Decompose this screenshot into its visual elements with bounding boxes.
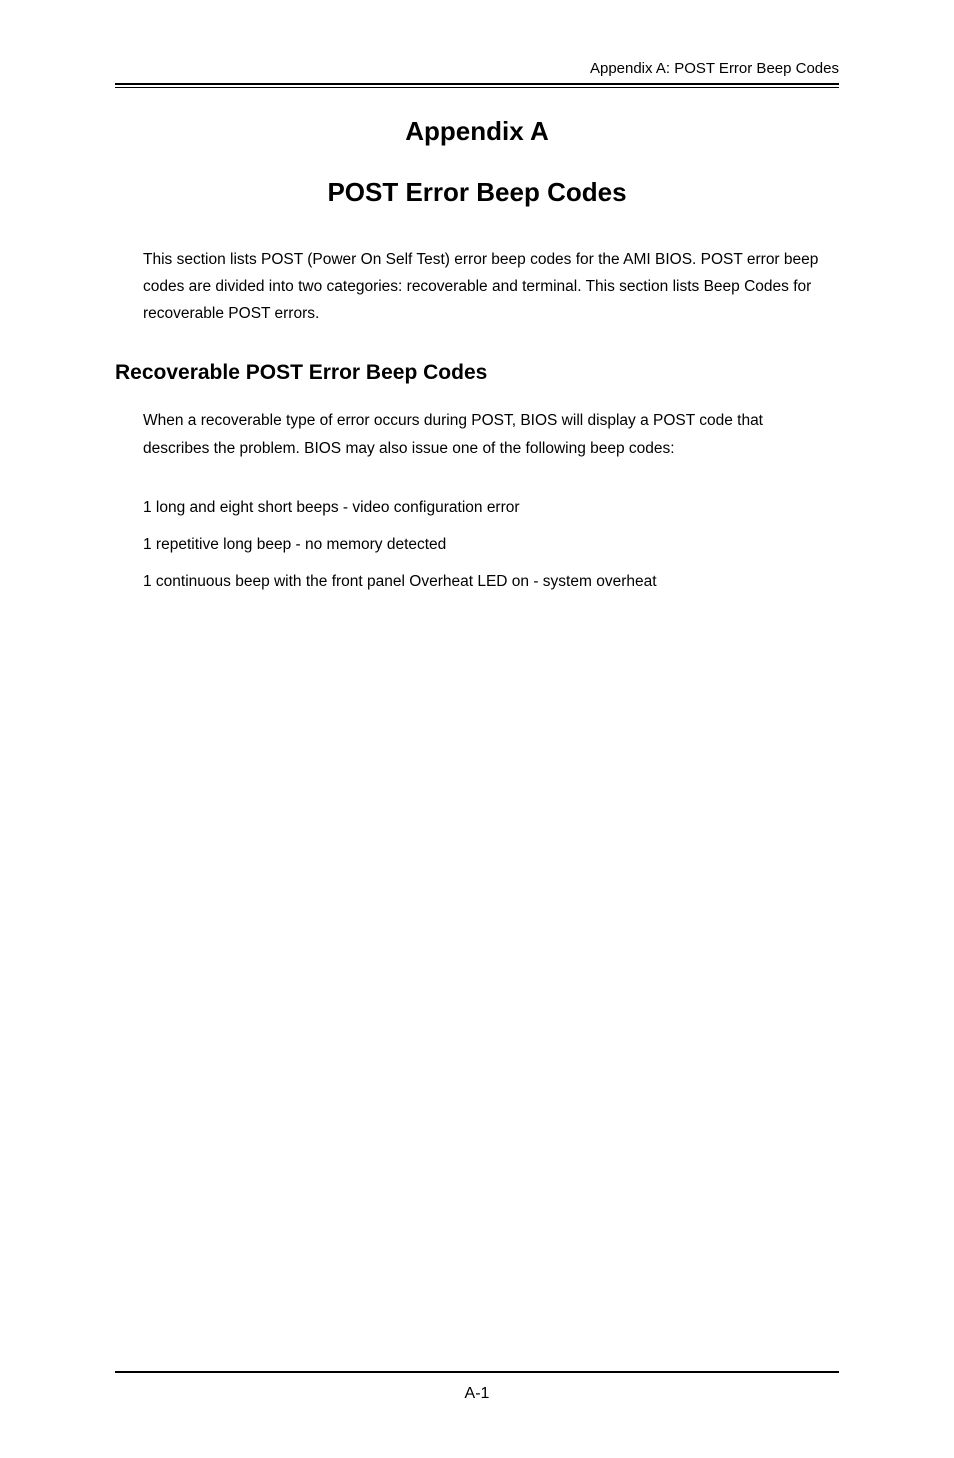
page-footer: A-1: [115, 1371, 839, 1403]
page-number: A-1: [115, 1385, 839, 1403]
beep-code-item: 1 continuous beep with the front panel O…: [143, 570, 825, 593]
beep-code-item: 1 repetitive long beep - no memory detec…: [143, 533, 825, 556]
appendix-label: Appendix A: [115, 116, 839, 147]
beep-code-item: 1 long and eight short beeps - video con…: [143, 496, 825, 519]
page-title: POST Error Beep Codes: [115, 177, 839, 208]
footer-rule: [115, 1371, 839, 1373]
section-body: When a recoverable type of error occurs …: [143, 407, 825, 461]
header-rule: [115, 83, 839, 88]
section-heading: Recoverable POST Error Beep Codes: [115, 361, 839, 385]
intro-paragraph: This section lists POST (Power On Self T…: [143, 246, 825, 327]
running-header: Appendix A: POST Error Beep Codes: [115, 60, 839, 83]
